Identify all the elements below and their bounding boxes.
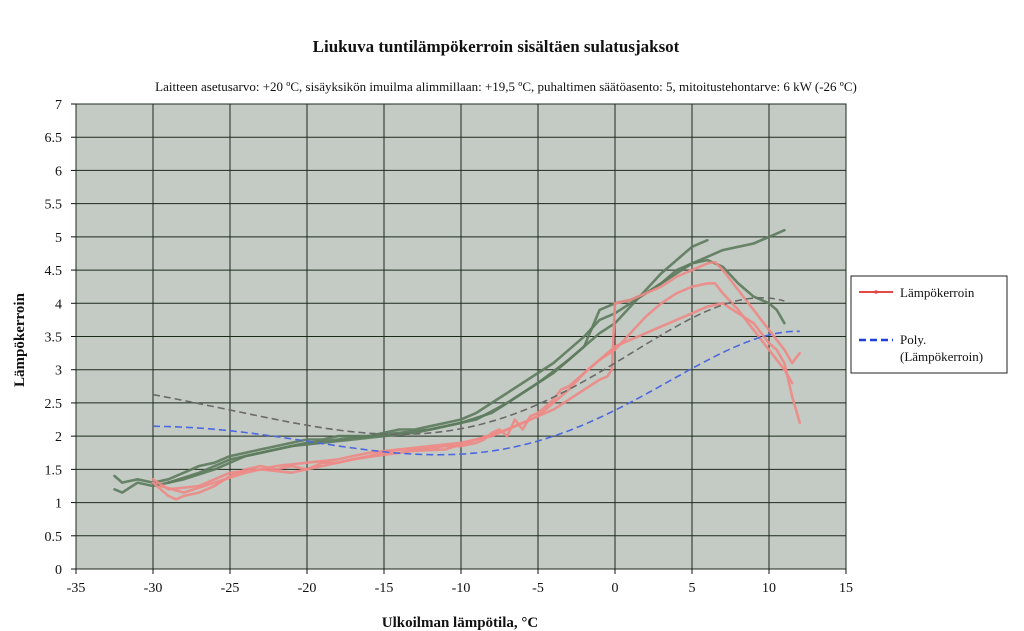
series-line-green bbox=[167, 238, 709, 484]
series-layer bbox=[113, 228, 802, 501]
y-tick-label: 5 bbox=[55, 231, 62, 246]
y-tick-label: 1.5 bbox=[45, 463, 63, 478]
series-line-green bbox=[113, 228, 786, 484]
y-tick-label: 1 bbox=[55, 497, 62, 512]
x-tick-label: -20 bbox=[298, 581, 317, 596]
legend-marker-lampokerroin bbox=[874, 290, 878, 294]
x-tick-label: -15 bbox=[375, 581, 394, 596]
y-tick-label: 0 bbox=[55, 563, 62, 578]
y-tick-label: 4 bbox=[55, 297, 62, 312]
x-tick-label: -30 bbox=[144, 581, 163, 596]
chart-title: Liukuva tuntilämpökerroin sisältäen sula… bbox=[313, 37, 680, 56]
y-tick-label: 6.5 bbox=[45, 131, 63, 146]
poly-trendline-dark bbox=[152, 296, 785, 436]
x-tick-label: 10 bbox=[762, 581, 776, 596]
series-line-lampokerroin bbox=[151, 260, 802, 491]
x-tick-label: -5 bbox=[532, 581, 544, 596]
y-tick-label: 2 bbox=[55, 430, 62, 445]
x-tick-label: -35 bbox=[67, 581, 86, 596]
legend-label-poly: Poly. (Lämpökerroin) bbox=[900, 332, 983, 364]
legend: Lämpökerroin Poly. (Lämpökerroin) bbox=[850, 275, 1008, 374]
y-tick-label: 7 bbox=[55, 98, 62, 113]
x-tick-label: 5 bbox=[689, 581, 696, 596]
y-tick-label: 3 bbox=[55, 364, 62, 379]
y-tick-label: 6 bbox=[55, 164, 62, 179]
x-axis-label: Ulkoilman lämpötila, °C bbox=[382, 615, 538, 631]
plot-area bbox=[75, 103, 847, 570]
y-tick-label: 5.5 bbox=[45, 198, 63, 213]
x-axis-ticks: -35 -30 -25 -20 -15 -10 -5 0 5 10 15 bbox=[67, 569, 853, 596]
y-tick-label: 4.5 bbox=[45, 264, 63, 279]
y-axis-ticks: 0 0.5 1 1.5 2 2.5 3 3.5 4 4.5 5 5.5 6 6.5 7 bbox=[45, 98, 76, 578]
x-tick-label: -10 bbox=[452, 581, 471, 596]
x-tick-label: 0 bbox=[612, 581, 619, 596]
y-tick-label: 0.5 bbox=[45, 530, 63, 545]
legend-label-lampokerroin: Lämpökerroin bbox=[900, 285, 975, 300]
y-tick-label: 2.5 bbox=[45, 397, 63, 412]
series-line-lampokerroin bbox=[159, 282, 794, 494]
chart-subtitle: Laitteen asetusarvo: +20 ºC, sisäyksikön… bbox=[155, 79, 857, 94]
poly-trendline-blue bbox=[152, 330, 800, 456]
x-tick-label: -25 bbox=[221, 581, 240, 596]
y-axis-label: Lämpökerroin bbox=[12, 292, 28, 387]
y-tick-label: 3.5 bbox=[45, 331, 63, 346]
x-tick-label: 15 bbox=[839, 581, 853, 596]
